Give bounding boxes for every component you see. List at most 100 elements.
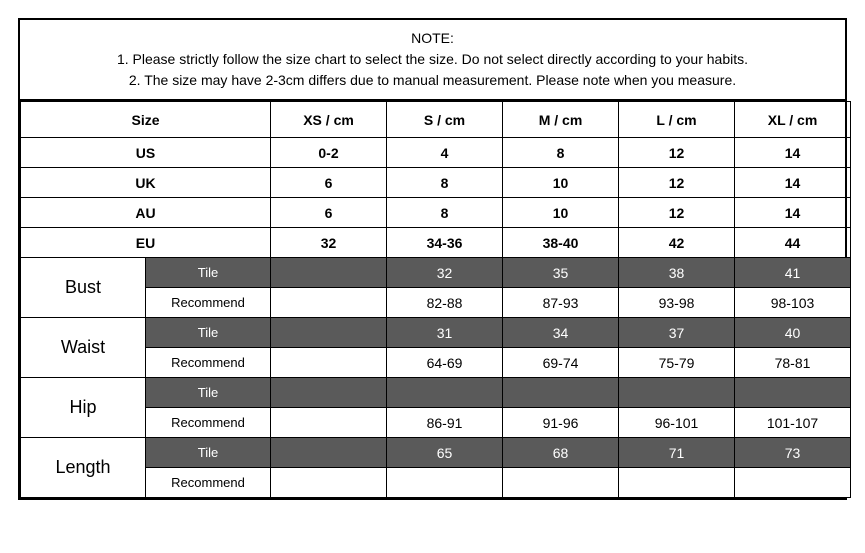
tile-cell xyxy=(271,318,387,348)
region-cell: 4 xyxy=(387,138,503,168)
region-row: EU3234-3638-404244 xyxy=(21,228,851,258)
recommend-cell: 101-107 xyxy=(735,408,851,438)
region-cell: 8 xyxy=(387,168,503,198)
region-cell: 12 xyxy=(619,198,735,228)
measure-recommend-row: Recommend 82-8887-9393-9898-103 xyxy=(21,288,851,318)
tile-cell xyxy=(271,258,387,288)
tile-cell: 35 xyxy=(503,258,619,288)
tile-cell: 65 xyxy=(387,438,503,468)
note-line-2: 2. The size may have 2-3cm differs due t… xyxy=(26,70,839,91)
recommend-cell xyxy=(271,348,387,378)
region-cell: 32 xyxy=(271,228,387,258)
sublabel-tile: Tile xyxy=(146,318,271,348)
sublabel-recommend: Recommend xyxy=(146,468,271,498)
recommend-cell: 98-103 xyxy=(735,288,851,318)
tile-cell: 41 xyxy=(735,258,851,288)
region-cell: 14 xyxy=(735,138,851,168)
recommend-cell xyxy=(387,468,503,498)
measure-tile-row: WaistTile31343740 xyxy=(21,318,851,348)
region-label: US xyxy=(21,138,271,168)
tile-cell xyxy=(271,438,387,468)
sublabel-tile: Tile xyxy=(146,258,271,288)
tile-cell: 40 xyxy=(735,318,851,348)
region-label: EU xyxy=(21,228,271,258)
recommend-cell: 75-79 xyxy=(619,348,735,378)
tile-cell: 32 xyxy=(387,258,503,288)
region-cell: 6 xyxy=(271,168,387,198)
recommend-cell: 78-81 xyxy=(735,348,851,378)
header-size: Size xyxy=(21,102,271,138)
tile-cell: 37 xyxy=(619,318,735,348)
recommend-cell: 91-96 xyxy=(503,408,619,438)
recommend-cell xyxy=(271,288,387,318)
region-row: UK68101214 xyxy=(21,168,851,198)
size-chart-container: NOTE: 1. Please strictly follow the size… xyxy=(18,18,847,500)
note-block: NOTE: 1. Please strictly follow the size… xyxy=(20,20,845,101)
region-cell: 10 xyxy=(503,168,619,198)
region-cell: 34-36 xyxy=(387,228,503,258)
sublabel-tile: Tile xyxy=(146,438,271,468)
tile-cell xyxy=(735,378,851,408)
measure-recommend-row: Recommend 64-6969-7475-7978-81 xyxy=(21,348,851,378)
header-col-s: S / cm xyxy=(387,102,503,138)
recommend-cell: 93-98 xyxy=(619,288,735,318)
region-cell: 10 xyxy=(503,198,619,228)
note-line-1: 1. Please strictly follow the size chart… xyxy=(26,49,839,70)
recommend-cell: 69-74 xyxy=(503,348,619,378)
recommend-cell: 86-91 xyxy=(387,408,503,438)
recommend-cell xyxy=(735,468,851,498)
measure-tile-row: HipTile xyxy=(21,378,851,408)
region-row: AU68101214 xyxy=(21,198,851,228)
recommend-cell xyxy=(619,468,735,498)
recommend-cell: 82-88 xyxy=(387,288,503,318)
region-row: US0-2481214 xyxy=(21,138,851,168)
measure-label: Hip xyxy=(21,378,146,438)
tile-cell xyxy=(503,378,619,408)
region-cell: 12 xyxy=(619,168,735,198)
header-row: Size XS / cm S / cm M / cm L / cm XL / c… xyxy=(21,102,851,138)
tile-cell: 73 xyxy=(735,438,851,468)
region-cell: 8 xyxy=(503,138,619,168)
measure-tile-row: LengthTile65687173 xyxy=(21,438,851,468)
region-cell: 42 xyxy=(619,228,735,258)
region-cell: 44 xyxy=(735,228,851,258)
region-cell: 0-2 xyxy=(271,138,387,168)
region-label: AU xyxy=(21,198,271,228)
recommend-cell xyxy=(503,468,619,498)
tile-cell xyxy=(387,378,503,408)
region-cell: 12 xyxy=(619,138,735,168)
note-title: NOTE: xyxy=(26,28,839,49)
measure-tile-row: BustTile32353841 xyxy=(21,258,851,288)
region-label: UK xyxy=(21,168,271,198)
region-cell: 38-40 xyxy=(503,228,619,258)
region-cell: 14 xyxy=(735,198,851,228)
recommend-cell xyxy=(271,468,387,498)
sublabel-tile: Tile xyxy=(146,378,271,408)
header-col-m: M / cm xyxy=(503,102,619,138)
header-col-l: L / cm xyxy=(619,102,735,138)
tile-cell: 34 xyxy=(503,318,619,348)
region-cell: 6 xyxy=(271,198,387,228)
header-col-xs: XS / cm xyxy=(271,102,387,138)
size-chart-table: Size XS / cm S / cm M / cm L / cm XL / c… xyxy=(20,101,851,498)
region-cell: 14 xyxy=(735,168,851,198)
measure-label: Bust xyxy=(21,258,146,318)
tile-cell: 38 xyxy=(619,258,735,288)
header-col-xl: XL / cm xyxy=(735,102,851,138)
sublabel-recommend: Recommend xyxy=(146,348,271,378)
measure-label: Waist xyxy=(21,318,146,378)
tile-cell: 68 xyxy=(503,438,619,468)
recommend-cell: 96-101 xyxy=(619,408,735,438)
recommend-cell xyxy=(271,408,387,438)
measure-recommend-row: Recommend 86-9191-9696-101101-107 xyxy=(21,408,851,438)
tile-cell xyxy=(271,378,387,408)
tile-cell: 31 xyxy=(387,318,503,348)
sublabel-recommend: Recommend xyxy=(146,288,271,318)
measure-label: Length xyxy=(21,438,146,498)
recommend-cell: 64-69 xyxy=(387,348,503,378)
tile-cell: 71 xyxy=(619,438,735,468)
measure-recommend-row: Recommend xyxy=(21,468,851,498)
region-cell: 8 xyxy=(387,198,503,228)
sublabel-recommend: Recommend xyxy=(146,408,271,438)
recommend-cell: 87-93 xyxy=(503,288,619,318)
